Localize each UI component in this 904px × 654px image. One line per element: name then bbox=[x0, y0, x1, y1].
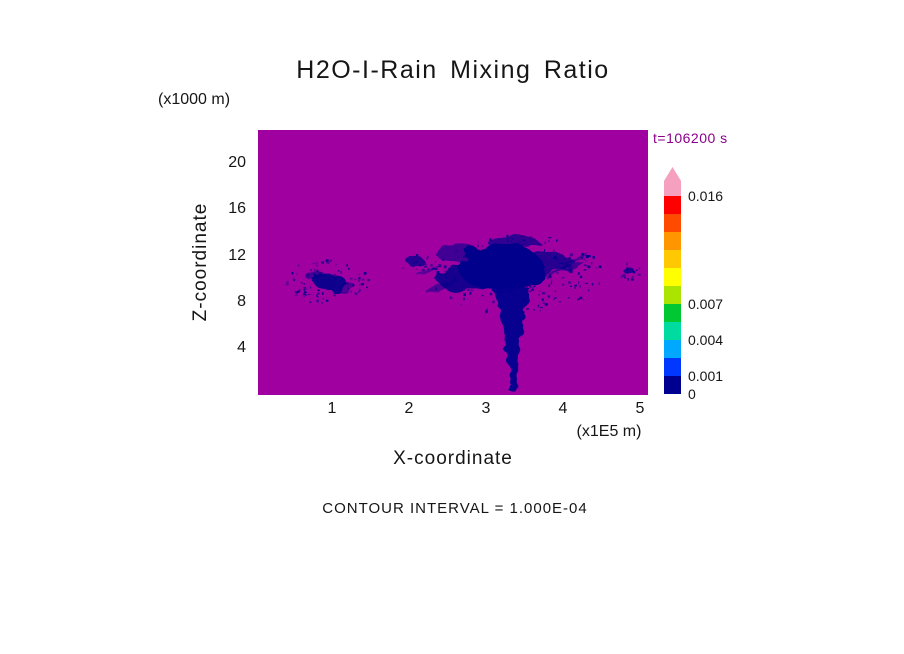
colorbar-segment bbox=[664, 286, 681, 304]
colorbar-label: 0 bbox=[688, 386, 696, 402]
colorbar-label: 0.004 bbox=[688, 332, 724, 348]
x-tick-label: 5 bbox=[635, 400, 645, 417]
colorbar-label: 0.016 bbox=[688, 188, 724, 204]
y-tick-label: 12 bbox=[228, 247, 246, 264]
y-axis-units: (x1000 m) bbox=[158, 91, 231, 108]
colorbar-label: 0.007 bbox=[688, 296, 724, 312]
colorbar-segment bbox=[664, 358, 681, 376]
y-tick-label: 20 bbox=[228, 154, 246, 171]
colorbar-segment bbox=[664, 250, 681, 268]
rain-speckle-texture bbox=[285, 234, 641, 314]
chart-title: H2O-I-Rain Mixing Ratio bbox=[296, 56, 610, 84]
colorbar-overflow-arrow bbox=[664, 167, 681, 196]
x-tick-label: 1 bbox=[327, 400, 337, 417]
y-tick-label: 8 bbox=[237, 293, 246, 310]
plot-area bbox=[258, 130, 648, 395]
colorbar-segment bbox=[664, 196, 681, 214]
x-tick-label: 2 bbox=[404, 400, 414, 417]
colorbar-segment bbox=[664, 304, 681, 322]
colorbar-segment bbox=[664, 214, 681, 232]
y-tick-label: 4 bbox=[237, 339, 246, 356]
y-tick-label: 16 bbox=[228, 200, 246, 217]
mixing-ratio-field bbox=[258, 130, 648, 395]
colorbar-segment bbox=[664, 322, 681, 340]
colorbar bbox=[664, 196, 681, 394]
colorbar-segment bbox=[664, 376, 681, 394]
contour-interval-note: CONTOUR INTERVAL = 1.000E-04 bbox=[322, 500, 588, 517]
colorbar-label: 0.001 bbox=[688, 368, 724, 384]
x-tick-label: 3 bbox=[481, 400, 491, 417]
time-annotation: t=106200 s bbox=[653, 130, 728, 146]
x-axis-label: X-coordinate bbox=[393, 448, 513, 469]
rain-contour-shapes bbox=[306, 235, 634, 393]
colorbar-segment bbox=[664, 232, 681, 250]
colorbar-segment bbox=[664, 268, 681, 286]
x-axis-units: (x1E5 m) bbox=[576, 423, 642, 440]
colorbar-segment bbox=[664, 340, 681, 358]
x-tick-label: 4 bbox=[558, 400, 568, 417]
